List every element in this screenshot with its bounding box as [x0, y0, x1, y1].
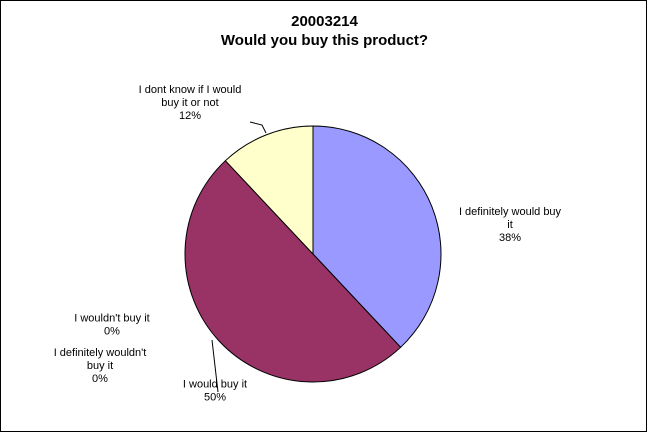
data-label-slice-3: buy it [87, 360, 113, 372]
data-label-pct-slice-1: 50% [204, 392, 226, 404]
data-label-slice-4: I dont know if I would [139, 84, 242, 96]
data-label-slice-4: buy it or not [161, 97, 218, 109]
data-label-slice-2: I wouldn't buy it [74, 313, 149, 325]
chart-title: 20003214 [291, 13, 358, 30]
data-label-slice-3: I definitely wouldn't [54, 347, 147, 359]
data-label-slice-0: I definitely would buy [459, 206, 562, 218]
leader-line-slice-4 [249, 121, 267, 134]
data-label-pct-slice-2: 0% [104, 326, 120, 338]
chart-subtitle: Would you buy this product? [220, 32, 429, 49]
data-label-pct-slice-3: 0% [92, 373, 108, 385]
pie-slice-1 [184, 159, 402, 383]
pie-slice-0 [312, 125, 442, 349]
pie-slice-4 [224, 125, 314, 256]
data-label-pct-slice-0: 38% [499, 232, 521, 244]
data-label-pct-slice-4: 12% [179, 110, 201, 122]
leader-line-slice-1 [211, 339, 219, 393]
data-label-slice-1: I would buy it [183, 379, 247, 391]
data-label-slice-0: it [507, 219, 513, 231]
